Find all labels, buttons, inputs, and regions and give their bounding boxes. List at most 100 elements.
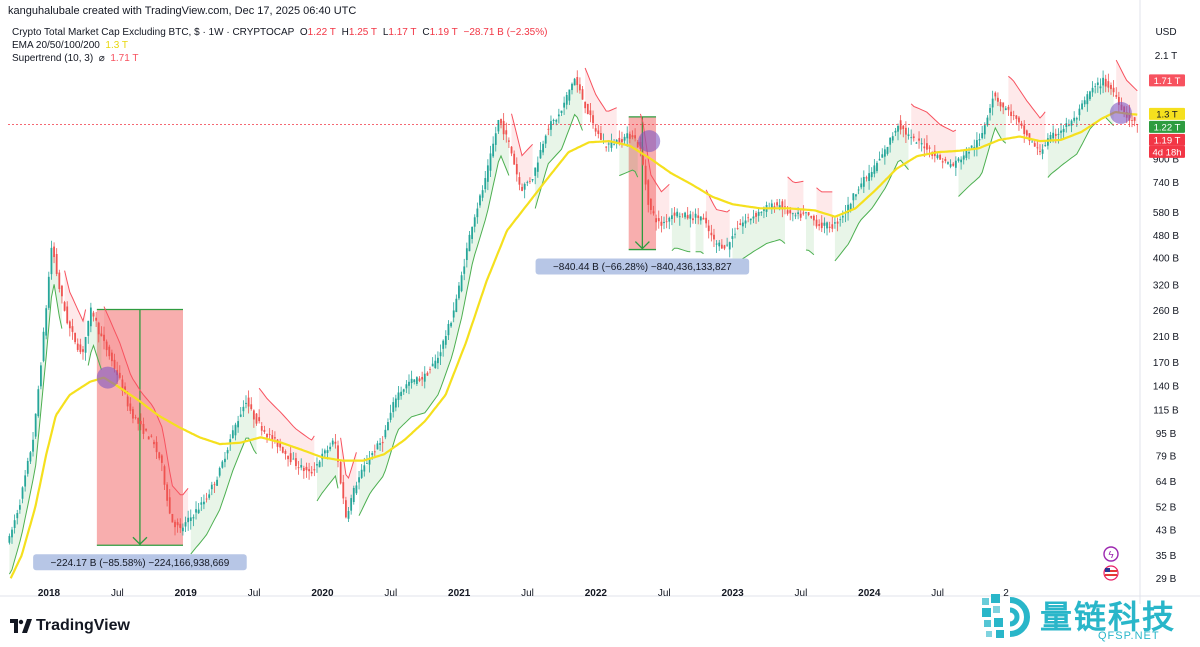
candle-up	[89, 307, 92, 327]
candle-down	[784, 206, 786, 208]
candle-down	[510, 146, 513, 154]
candle-up	[975, 140, 978, 148]
cross-marker	[638, 130, 661, 153]
candle-down	[807, 212, 810, 216]
x-tick-label: Jul	[931, 588, 944, 599]
candle-down	[263, 429, 266, 432]
tradingview-logo[interactable]: TradingView	[10, 617, 130, 635]
candle-down	[747, 217, 750, 219]
candle-up	[678, 216, 681, 218]
candle-down	[912, 136, 915, 139]
candle-down	[657, 218, 660, 222]
candle-up	[245, 402, 247, 404]
supertrend-up-fill	[1047, 82, 1114, 178]
supertrend-down-fill	[787, 176, 804, 217]
candle-down	[168, 497, 171, 514]
candle-up	[1062, 129, 1065, 133]
candle-down	[150, 435, 153, 437]
candle-down	[621, 139, 623, 143]
candle-up	[862, 176, 865, 187]
supertrend-down-fill	[340, 437, 357, 512]
candle-down	[68, 321, 71, 329]
candle-down	[95, 317, 98, 321]
watermark-chinese: 量链科技	[1040, 598, 1177, 636]
candle-down	[686, 214, 689, 219]
candle-down	[547, 128, 550, 130]
candle-up	[849, 203, 852, 210]
candle-down	[720, 244, 723, 249]
chart-legend: Crypto Total Market Cap Excluding BTC, $…	[12, 26, 547, 65]
symbol-row[interactable]: Crypto Total Market Cap Excluding BTC, $…	[12, 26, 547, 39]
candle-down	[789, 210, 792, 214]
lightning-icon[interactable]	[1103, 546, 1119, 562]
candle-up	[40, 365, 42, 387]
candle-up	[894, 130, 897, 133]
candle-up	[210, 484, 213, 490]
measure-label-bg[interactable]	[535, 258, 750, 275]
candle-up	[876, 162, 878, 172]
y-tick-label: 79 B	[1156, 451, 1177, 462]
candle-up	[489, 153, 492, 171]
candle-down	[1036, 147, 1039, 149]
candle-down	[334, 441, 337, 444]
supertrend-down-line	[103, 306, 189, 496]
x-tick-label: 2020	[311, 588, 334, 599]
side-icons[interactable]: ϟ	[1103, 546, 1119, 581]
candle-down	[113, 359, 116, 369]
ema-row[interactable]: EMA 20/50/100/200 1.3 T	[12, 39, 547, 52]
candle-up	[734, 233, 736, 235]
candle-up	[318, 461, 321, 468]
candle-up	[523, 184, 526, 190]
candle-up	[565, 95, 568, 105]
price-chart[interactable]: −224.17 B (−85.58%) −224,166,938,669 −840…	[0, 0, 1200, 604]
candle-up	[392, 402, 395, 413]
supertrend-up-line	[958, 126, 1007, 197]
candle-up	[684, 212, 686, 218]
candle-up	[563, 102, 566, 108]
candle-down	[55, 254, 58, 274]
supertrend-down-fill	[64, 270, 86, 355]
candle-up	[791, 213, 794, 215]
candle-down	[952, 163, 955, 166]
candle-down	[578, 84, 581, 91]
candle-down	[513, 153, 516, 165]
supertrend-down-line	[1008, 75, 1046, 119]
candle-down	[660, 221, 663, 226]
candle-up	[239, 414, 242, 417]
candle-down	[310, 471, 313, 474]
candle-up	[394, 398, 397, 408]
candle-up	[920, 143, 923, 145]
candle-down	[508, 140, 510, 142]
candle-up	[936, 155, 939, 159]
candle-up	[731, 236, 734, 239]
measure-labels[interactable]: −224.17 B (−85.58%) −224,166,938,669 −840…	[33, 258, 750, 571]
supertrend-down-line	[258, 387, 315, 441]
supertrend-down-fill	[585, 68, 617, 145]
supertrend-label: Supertrend (10, 3)	[12, 53, 94, 64]
currency-label[interactable]: USD	[1155, 27, 1176, 38]
price-tag-text: 1.19 T	[1154, 135, 1181, 146]
measure-label[interactable]: −224.17 B (−85.58%) −224,166,938,669	[51, 558, 230, 569]
candle-up	[868, 173, 870, 181]
candle-up	[331, 440, 334, 445]
candle-down	[205, 498, 208, 500]
supertrend-row[interactable]: Supertrend (10, 3) ⌀ 1.71 T	[12, 52, 547, 65]
candle-up	[847, 204, 849, 214]
candle-down	[258, 417, 261, 422]
time-axis[interactable]: 2018 Jul 2019 Jul 2020 Jul 2021 Jul 2022 Jul 2023 J…	[38, 588, 1009, 599]
candle-up	[1094, 86, 1097, 88]
candle-down	[923, 146, 926, 149]
measure-label-bg[interactable]	[33, 554, 247, 571]
high-label: H	[341, 27, 349, 38]
candle-down	[1018, 117, 1020, 123]
open-label: O	[299, 27, 308, 38]
measure-label[interactable]: −840.44 B (−66.28%) −840,436,133,827	[553, 262, 732, 273]
candle-up	[434, 360, 437, 369]
ema-value: 1.3 T	[105, 40, 129, 51]
candle-down	[176, 522, 179, 526]
candle-down	[337, 445, 339, 462]
candle-down	[250, 404, 253, 410]
x-tick-label: Jul	[384, 588, 397, 599]
supertrend-up-fill	[190, 402, 257, 555]
candle-up	[203, 501, 205, 505]
